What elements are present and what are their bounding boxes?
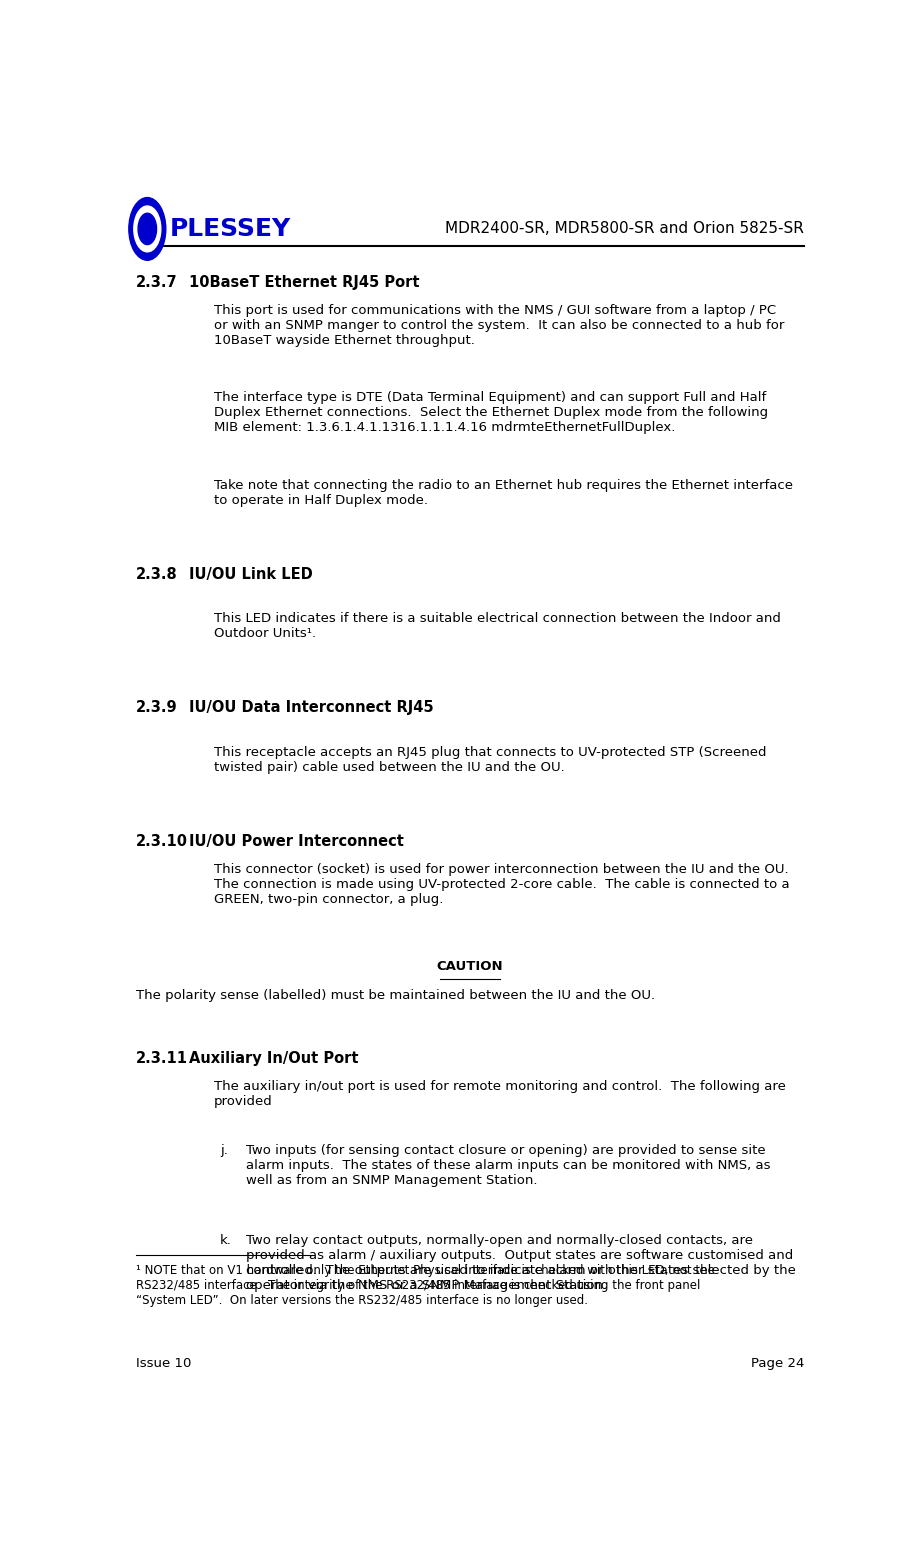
Text: Auxiliary In/Out Port: Auxiliary In/Out Port — [189, 1051, 359, 1066]
Text: The polarity sense (labelled) must be maintained between the IU and the OU.: The polarity sense (labelled) must be ma… — [136, 990, 655, 1002]
Circle shape — [138, 213, 157, 244]
Text: Two inputs (for sensing contact closure or opening) are provided to sense site
a: Two inputs (for sensing contact closure … — [246, 1145, 770, 1187]
Text: 2.3.10: 2.3.10 — [136, 835, 188, 849]
Text: IU/OU Power Interconnect: IU/OU Power Interconnect — [189, 835, 404, 849]
Text: Two relay contact outputs, normally-open and normally-closed contacts, are
provi: Two relay contact outputs, normally-open… — [246, 1234, 796, 1292]
Text: k.: k. — [220, 1234, 232, 1247]
Text: 2.3.9: 2.3.9 — [136, 700, 178, 716]
Text: j.: j. — [220, 1145, 227, 1157]
Text: PLESSEY: PLESSEY — [170, 218, 292, 241]
Text: Page 24: Page 24 — [751, 1356, 804, 1370]
Text: Issue 10: Issue 10 — [136, 1356, 192, 1370]
Text: 2.3.11: 2.3.11 — [136, 1051, 188, 1066]
Text: 10BaseT Ethernet RJ45 Port: 10BaseT Ethernet RJ45 Port — [189, 274, 420, 290]
Circle shape — [128, 197, 166, 260]
Text: IU/OU Link LED: IU/OU Link LED — [189, 567, 313, 581]
Text: 2.3.8: 2.3.8 — [136, 567, 178, 581]
Text: This connector (socket) is used for power interconnection between the IU and the: This connector (socket) is used for powe… — [215, 863, 790, 907]
Text: The auxiliary in/out port is used for remote monitoring and control.  The follow: The auxiliary in/out port is used for re… — [215, 1081, 786, 1109]
Text: CAUTION: CAUTION — [436, 960, 503, 972]
Circle shape — [134, 207, 160, 252]
Text: Take note that connecting the radio to an Ethernet hub requires the Ethernet int: Take note that connecting the radio to a… — [215, 479, 793, 506]
Text: IU/OU Data Interconnect RJ45: IU/OU Data Interconnect RJ45 — [189, 700, 434, 716]
Text: This receptacle accepts an RJ45 plug that connects to UV-protected STP (Screened: This receptacle accepts an RJ45 plug tha… — [215, 747, 767, 774]
Text: 2.3.7: 2.3.7 — [136, 274, 178, 290]
Text: The interface type is DTE (Data Terminal Equipment) and can support Full and Hal: The interface type is DTE (Data Terminal… — [215, 392, 768, 434]
Text: This port is used for communications with the NMS / GUI software from a laptop /: This port is used for communications wit… — [215, 304, 785, 346]
Text: ¹ NOTE that on V1 hardware only the Ethernet Physical interface is checked with : ¹ NOTE that on V1 hardware only the Ethe… — [136, 1264, 715, 1306]
Text: This LED indicates if there is a suitable electrical connection between the Indo: This LED indicates if there is a suitabl… — [215, 612, 781, 640]
Text: MDR2400-SR, MDR5800-SR and Orion 5825-SR: MDR2400-SR, MDR5800-SR and Orion 5825-SR — [445, 221, 804, 236]
